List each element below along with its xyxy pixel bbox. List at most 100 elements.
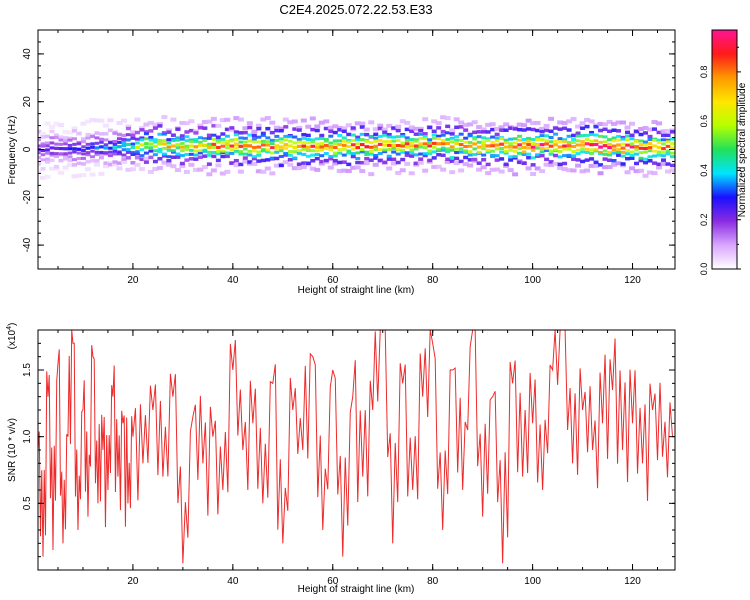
heatmap-cell: [615, 161, 622, 166]
heatmap-cell: [481, 153, 487, 157]
heatmap-cell: [197, 155, 203, 159]
heatmap-cell: [436, 126, 442, 130]
heatmap-cell: [342, 139, 347, 143]
heatmap-cell: [112, 160, 118, 164]
spectrogram-panel: 20 40 60 80 100 120 -40 -20 0 20 40 Height of stra…: [7, 29, 676, 296]
heatmap-cell: [103, 161, 109, 165]
heatmap-cell: [647, 134, 653, 139]
heatmap-cell: [107, 162, 113, 167]
heatmap-cell: [117, 140, 122, 144]
heatmap-cell: [341, 160, 347, 164]
heatmap-cell: [449, 132, 455, 136]
heatmap-cell: [323, 137, 329, 141]
heatmap-cell: [76, 151, 82, 155]
heatmap-cell: [98, 171, 105, 176]
heatmap-cell: [571, 145, 576, 149]
heatmap-cell: [225, 146, 230, 150]
heatmap-cell: [184, 130, 190, 134]
heatmap-cell: [539, 147, 545, 151]
heatmap-cell: [49, 129, 55, 134]
heatmap-cell: [310, 144, 316, 148]
heatmap-cell: [342, 147, 347, 151]
heatmap-cell: [512, 137, 518, 141]
heatmap-cell: [579, 169, 586, 174]
heatmap-cell: [629, 156, 635, 160]
heatmap-cell: [342, 143, 347, 147]
heatmap-cell: [256, 145, 262, 149]
heatmap-cell: [382, 140, 387, 144]
heatmap-cell: [38, 162, 41, 166]
heatmap-cell: [40, 149, 46, 153]
heatmap-cell: [463, 155, 469, 160]
heatmap-cell: [229, 139, 235, 143]
heatmap-cell: [260, 158, 266, 163]
heatmap-cell: [103, 143, 109, 147]
heatmap-cell: [161, 160, 168, 165]
heatmap-cell: [260, 131, 266, 136]
heatmap-cell: [665, 169, 672, 174]
heatmap-cell: [463, 150, 469, 154]
heatmap-cell: [80, 162, 86, 166]
heatmap-cell: [134, 162, 141, 167]
heatmap-cell: [427, 144, 432, 148]
heatmap-cell: [220, 154, 226, 159]
heatmap-cell: [409, 154, 415, 158]
heatmap-cell: [633, 169, 640, 174]
heatmap-cell: [463, 149, 468, 153]
heatmap-cell: [134, 155, 140, 160]
heatmap-cell: [327, 165, 334, 170]
heatmap-cell: [454, 138, 459, 142]
heatmap-cell: [485, 137, 491, 141]
heatmap-cell: [261, 139, 266, 143]
heatmap-cell: [98, 132, 104, 136]
heatmap-cell: [206, 136, 212, 140]
heatmap-cell: [584, 133, 590, 137]
heatmap-cell: [67, 136, 73, 141]
heatmap-cell: [85, 159, 91, 164]
heatmap-cell: [652, 127, 658, 131]
heatmap-cell: [355, 156, 361, 160]
heatmap-cell: [72, 142, 77, 146]
heatmap-cell: [157, 147, 163, 151]
heatmap-cell: [643, 160, 649, 165]
heatmap-cell: [427, 141, 432, 145]
heatmap-cell: [53, 154, 59, 158]
heatmap-cell: [193, 157, 199, 161]
heatmap-cell: [440, 142, 446, 146]
heatmap-cell: [265, 136, 271, 140]
heatmap-cell: [368, 158, 374, 162]
heatmap-cell: [670, 155, 675, 159]
heatmap-cell: [108, 141, 113, 145]
heatmap-cell: [364, 145, 369, 149]
heatmap-cell: [134, 130, 140, 135]
heatmap-cell: [404, 127, 410, 132]
heatmap-cell: [346, 144, 352, 148]
heatmap-cell: [490, 127, 496, 132]
heatmap-cell: [121, 153, 127, 157]
heatmap-cell: [516, 122, 523, 127]
heatmap-cell: [535, 143, 540, 147]
heatmap-cell: [121, 138, 127, 142]
heatmap-cell: [507, 168, 514, 173]
heatmap-cell: [480, 127, 487, 132]
heatmap-cell: [287, 162, 294, 167]
heatmap-cell: [625, 130, 631, 135]
heatmap-cell: [607, 129, 613, 134]
heatmap-cell: [170, 155, 176, 159]
heatmap-cell: [373, 136, 379, 140]
heatmap-cell: [94, 152, 100, 156]
heatmap-cell: [243, 147, 248, 151]
heatmap-cell: [180, 141, 185, 145]
heatmap-cell: [427, 158, 433, 163]
heatmap-cell: [530, 121, 537, 126]
heatmap-cell: [216, 149, 221, 153]
heatmap-cell: [602, 135, 608, 139]
heatmap-cell: [651, 171, 658, 176]
heatmap-cell: [670, 130, 675, 134]
heatmap-cell: [517, 134, 523, 138]
heatmap-cell: [616, 134, 622, 138]
heatmap-cell: [638, 168, 645, 173]
heatmap-cell: [359, 169, 366, 174]
heatmap-cell: [638, 139, 644, 143]
heatmap-cell: [373, 156, 379, 160]
